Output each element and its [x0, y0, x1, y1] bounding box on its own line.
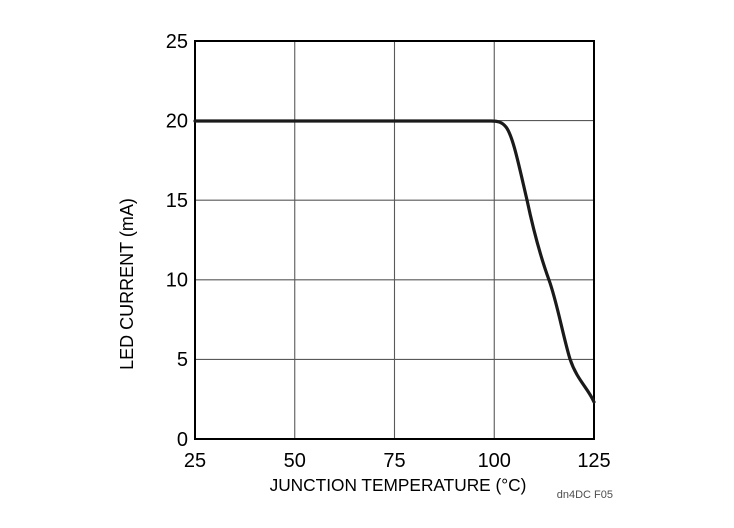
svg-text:50: 50 [284, 450, 306, 472]
svg-text:dn4DC F05: dn4DC F05 [557, 489, 613, 501]
svg-text:20: 20 [166, 111, 188, 133]
svg-text:15: 15 [166, 190, 188, 212]
svg-text:25: 25 [166, 31, 188, 53]
svg-text:JUNCTION TEMPERATURE (°C): JUNCTION TEMPERATURE (°C) [270, 475, 527, 495]
svg-text:25: 25 [184, 450, 206, 472]
svg-text:LED CURRENT (mA): LED CURRENT (mA) [117, 198, 137, 370]
svg-text:100: 100 [478, 450, 511, 472]
svg-text:0: 0 [177, 429, 188, 451]
svg-text:75: 75 [383, 450, 405, 472]
svg-text:125: 125 [577, 450, 610, 472]
svg-text:10: 10 [166, 270, 188, 292]
svg-text:5: 5 [177, 349, 188, 371]
